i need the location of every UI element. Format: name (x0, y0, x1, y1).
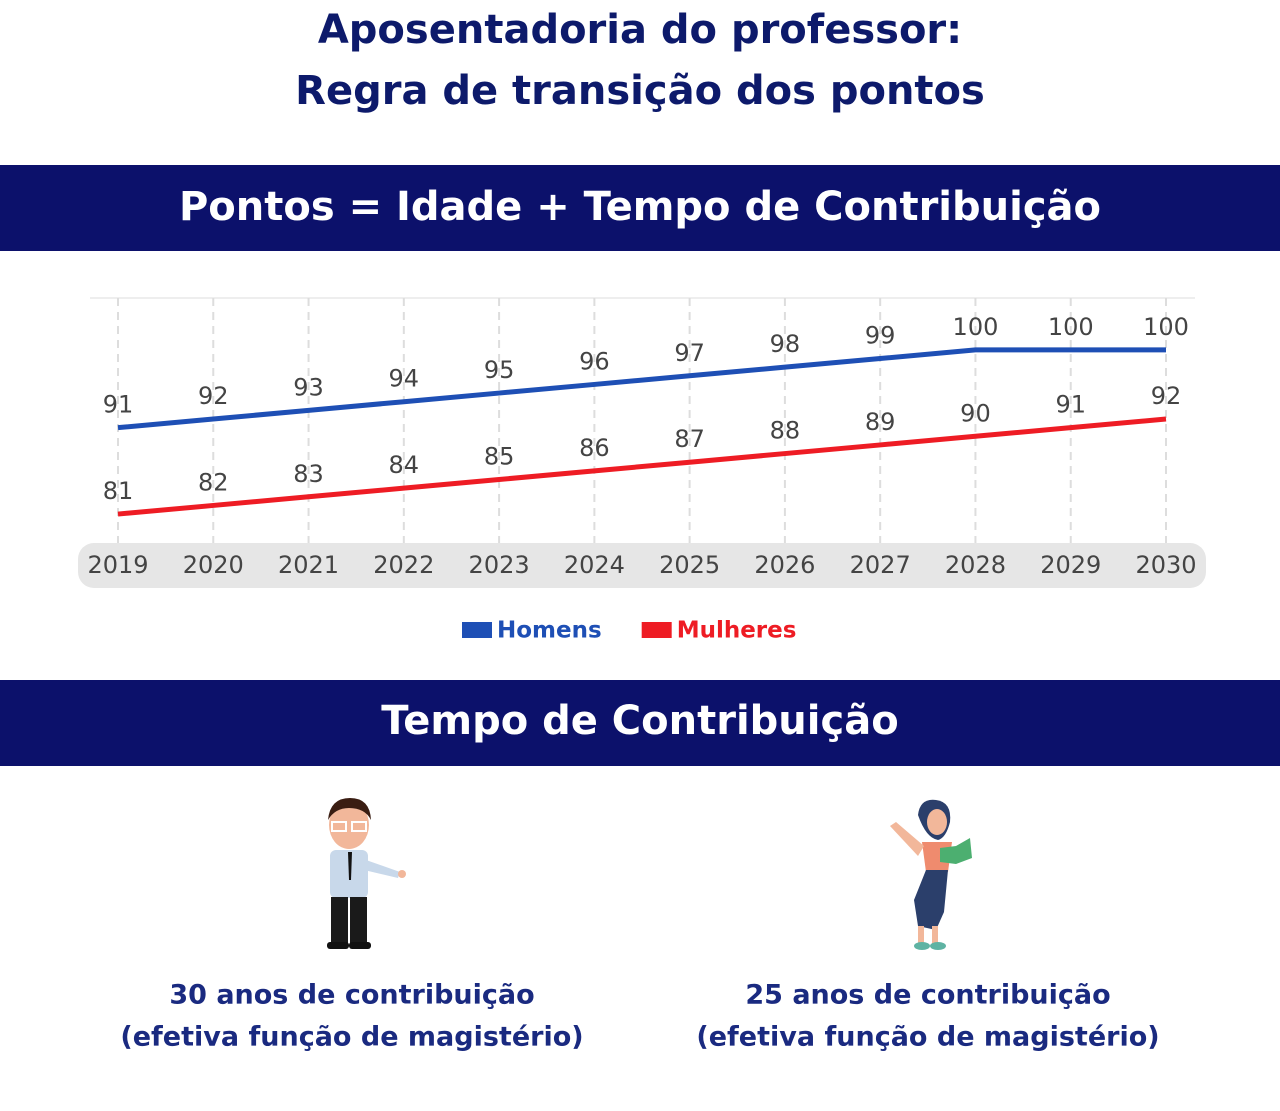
x-tick-label: 2021 (278, 551, 339, 579)
data-label: 89 (865, 408, 896, 436)
x-tick-label: 2025 (659, 551, 720, 579)
data-label: 91 (103, 391, 134, 419)
x-tick-label: 2029 (1040, 551, 1101, 579)
data-label: 94 (389, 365, 420, 393)
data-label: 100 (1048, 313, 1094, 341)
data-label: 100 (953, 313, 999, 341)
x-tick-label: 2023 (469, 551, 530, 579)
x-tick-label: 2027 (850, 551, 911, 579)
banner-text: Tempo de Contribuição (381, 698, 898, 744)
series-line (117, 416, 1167, 517)
data-label: 83 (293, 460, 324, 488)
caption: 30 anos de contribuição (169, 980, 534, 1011)
caption: (efetiva função de magistério) (120, 1022, 583, 1053)
data-label: 87 (674, 425, 705, 453)
data-label: 91 (1055, 391, 1086, 419)
data-label: 100 (1143, 313, 1189, 341)
caption: 25 anos de contribuição (745, 980, 1110, 1011)
woman-figure (890, 799, 972, 950)
x-axis-band (78, 543, 1206, 588)
banner (0, 680, 1280, 766)
legend-swatch (641, 622, 672, 638)
title-line: Regra de transição dos pontos (295, 68, 985, 114)
data-label: 92 (1151, 382, 1182, 410)
data-label: 82 (198, 468, 229, 496)
x-tick-label: 2024 (564, 551, 625, 579)
data-label: 88 (770, 417, 801, 445)
x-tick-label: 2020 (183, 551, 244, 579)
data-label: 97 (674, 339, 705, 367)
man-figure (327, 798, 406, 949)
data-label: 99 (865, 322, 896, 350)
data-label: 95 (484, 356, 515, 384)
caption: (efetiva função de magistério) (696, 1022, 1159, 1053)
x-tick-label: 2022 (373, 551, 434, 579)
x-tick-label: 2026 (754, 551, 815, 579)
data-label: 84 (389, 451, 420, 479)
series-line (117, 347, 1166, 431)
data-label: 92 (198, 382, 229, 410)
x-tick-label: 2019 (87, 551, 148, 579)
title-line: Aposentadoria do professor: (318, 7, 962, 53)
x-tick-label: 2030 (1135, 551, 1196, 579)
data-label: 96 (579, 347, 610, 375)
legend-label: Homens (497, 618, 602, 644)
data-label: 86 (579, 434, 610, 462)
data-label: 93 (293, 373, 324, 401)
legend-label: Mulheres (677, 618, 797, 644)
legend-swatch (462, 622, 492, 638)
data-label: 81 (103, 477, 134, 505)
data-label: 98 (770, 330, 801, 358)
banner-text: Pontos = Idade + Tempo de Contribuição (179, 184, 1101, 230)
x-tick-label: 2028 (945, 551, 1006, 579)
banner (0, 165, 1280, 251)
data-label: 90 (960, 399, 991, 427)
data-label: 85 (484, 443, 515, 471)
